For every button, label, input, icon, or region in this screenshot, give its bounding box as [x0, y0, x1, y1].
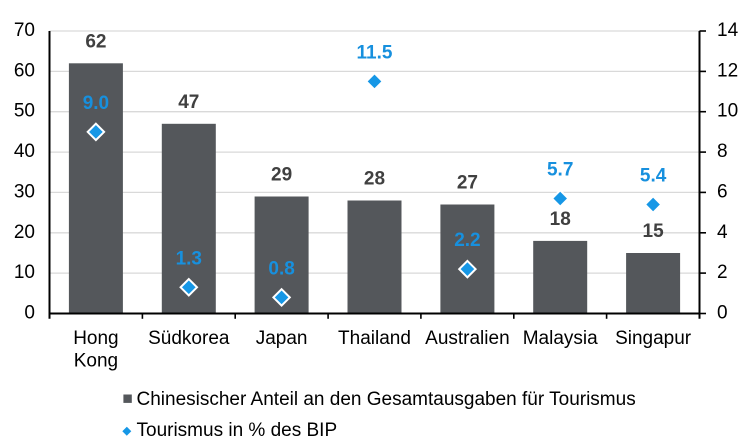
svg-text:9.0: 9.0	[83, 93, 109, 114]
svg-text:0: 0	[24, 303, 35, 324]
svg-text:11.5: 11.5	[357, 42, 393, 63]
svg-text:62: 62	[85, 31, 106, 52]
svg-text:40: 40	[14, 141, 35, 162]
svg-text:2: 2	[717, 262, 728, 283]
svg-text:5.7: 5.7	[547, 160, 573, 181]
svg-text:Südkorea: Südkorea	[148, 328, 230, 349]
svg-text:1.3: 1.3	[176, 248, 202, 269]
svg-text:20: 20	[14, 222, 35, 243]
svg-text:15: 15	[643, 221, 665, 242]
svg-text:5.4: 5.4	[640, 166, 667, 187]
svg-text:47: 47	[178, 92, 199, 113]
svg-text:60: 60	[14, 60, 35, 81]
svg-text:Kong: Kong	[74, 351, 118, 372]
svg-text:Chinesischer Anteil an den Ges: Chinesischer Anteil an den Gesamtausgabe…	[137, 389, 636, 410]
svg-text:0.8: 0.8	[268, 258, 294, 279]
svg-text:Tourismus in % des BIP: Tourismus in % des BIP	[137, 420, 338, 441]
svg-text:Thailand: Thailand	[338, 328, 411, 349]
svg-text:4: 4	[717, 222, 728, 243]
svg-text:10: 10	[717, 101, 738, 122]
svg-text:18: 18	[550, 209, 571, 230]
svg-text:10: 10	[14, 262, 35, 283]
svg-text:8: 8	[717, 141, 728, 162]
svg-text:29: 29	[271, 165, 292, 186]
svg-text:2.2: 2.2	[454, 230, 480, 251]
svg-text:Hong: Hong	[73, 328, 118, 349]
svg-text:30: 30	[14, 181, 35, 202]
svg-text:50: 50	[14, 101, 35, 122]
svg-text:Australien: Australien	[425, 328, 510, 349]
svg-text:14: 14	[717, 20, 739, 41]
svg-text:0: 0	[717, 303, 728, 324]
svg-text:Malaysia: Malaysia	[523, 328, 598, 349]
svg-text:6: 6	[717, 181, 728, 202]
svg-text:28: 28	[364, 169, 385, 190]
svg-text:Singapur: Singapur	[615, 328, 692, 349]
svg-text:27: 27	[457, 173, 478, 194]
svg-text:12: 12	[717, 60, 738, 81]
svg-text:70: 70	[14, 20, 35, 41]
svg-text:Japan: Japan	[256, 328, 308, 349]
